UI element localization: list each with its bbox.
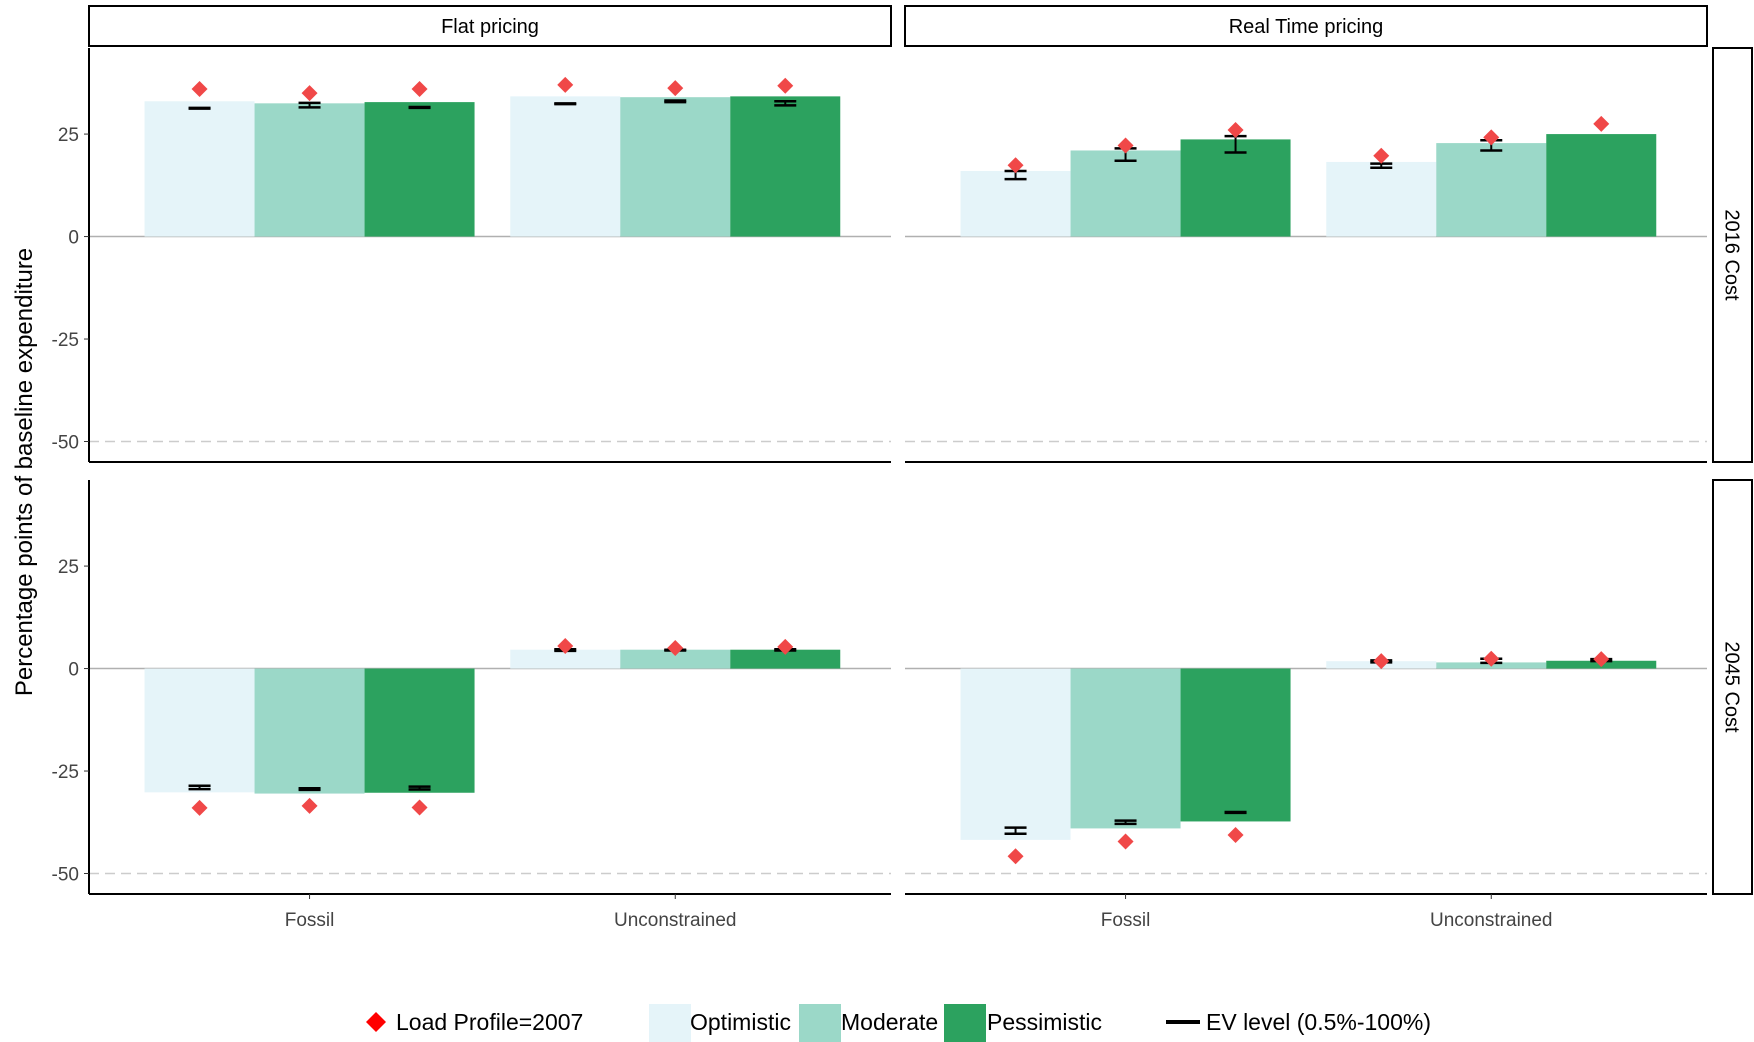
legend-key-load-profile — [366, 1012, 386, 1032]
strip-real-time-pricing — [904, 5, 1708, 47]
facet-strips: Flat pricing Real Time pricing 2016 Cost 20… — [88, 5, 1753, 895]
bar-moderate-fossil — [1070, 668, 1181, 829]
error-bar-optimistic-fossil — [1004, 826, 1027, 835]
facet-panels — [89, 76, 1707, 895]
load-profile-marker-moderate-unconstrained — [667, 80, 684, 97]
load-profile-marker-moderate-unconstrained — [1483, 650, 1500, 667]
bar-moderate-fossil — [254, 668, 365, 794]
load-profile-marker-moderate-fossil — [301, 797, 318, 814]
bar-moderate-fossil — [1070, 150, 1181, 237]
error-bar-optimistic-fossil — [188, 106, 211, 110]
bar-pessimistic-unconstrained — [1546, 134, 1657, 237]
load-profile-marker-moderate-unconstrained — [1483, 129, 1500, 146]
x-tick-label-unconstrained: Unconstrained — [614, 910, 737, 931]
error-bar-pessimistic-fossil — [1224, 810, 1247, 815]
bar-moderate-unconstrained — [620, 97, 731, 237]
y-tick-label: -50 — [52, 433, 79, 454]
load-profile-marker-optimistic-unconstrained — [557, 638, 574, 655]
strip-label-flat-pricing: Flat pricing — [441, 16, 539, 38]
y-tick-label: 0 — [68, 660, 79, 681]
x-axis: Fossil Unconstrained Fossil Unconstrained — [285, 894, 1553, 931]
y-axes: 25 0 -25 -50 25 0 -25 -50 — [52, 48, 90, 894]
strip-2045-cost — [1712, 479, 1753, 895]
load-profile-marker-pessimistic-unconstrained — [1593, 115, 1610, 132]
strip-label-2045-cost: 2045 Cost — [1721, 641, 1743, 733]
y-tick-label: 25 — [58, 125, 79, 146]
error-bar-pessimistic-fossil — [408, 105, 431, 110]
bar-pessimistic-fossil — [364, 668, 475, 793]
load-profile-marker-pessimistic-fossil — [1227, 826, 1244, 843]
load-profile-marker-moderate-fossil — [1117, 137, 1134, 154]
legend-key-moderate — [799, 1004, 841, 1042]
bar-pessimistic-fossil — [1180, 668, 1291, 822]
load-profile-marker-optimistic-unconstrained — [557, 76, 574, 93]
load-profile-marker-optimistic-unconstrained — [1373, 653, 1390, 670]
bar-pessimistic-unconstrained — [730, 96, 841, 237]
error-bar-optimistic-unconstrained — [554, 102, 577, 106]
error-bar-moderate-fossil — [298, 101, 321, 109]
load-profile-marker-optimistic-unconstrained — [1373, 147, 1390, 164]
load-profile-marker-optimistic-fossil — [1007, 157, 1024, 174]
y-tick-label: -50 — [52, 865, 79, 886]
bar-optimistic-fossil — [144, 668, 255, 793]
strip-label-2016-cost: 2016 Cost — [1721, 209, 1743, 301]
bar-pessimistic-fossil — [1180, 139, 1291, 237]
legend-label-load-profile: Load Profile=2007 — [396, 1009, 583, 1035]
load-profile-marker-optimistic-fossil — [191, 80, 208, 97]
bar-optimistic-fossil — [960, 668, 1071, 840]
strip-2016-cost — [1712, 47, 1753, 463]
load-profile-marker-optimistic-fossil — [191, 799, 208, 816]
load-profile-marker-pessimistic-unconstrained — [777, 638, 794, 655]
error-bar-pessimistic-unconstrained — [774, 100, 797, 107]
load-profile-marker-pessimistic-fossil — [1227, 121, 1244, 138]
legend-label-optimistic: Optimistic — [690, 1009, 791, 1035]
x-tick-label-fossil: Fossil — [285, 910, 335, 931]
x-tick-label-fossil: Fossil — [1101, 910, 1151, 931]
panel-flat-pricing-2045-cost — [89, 638, 891, 895]
bar-optimistic-fossil — [960, 170, 1071, 237]
y-tick-label: -25 — [52, 762, 79, 783]
error-bar-moderate-fossil — [298, 786, 321, 792]
bar-optimistic-fossil — [144, 101, 255, 237]
bar-moderate-unconstrained — [620, 649, 731, 669]
load-profile-marker-pessimistic-fossil — [411, 80, 428, 97]
bar-pessimistic-fossil — [364, 102, 475, 237]
strip-flat-pricing — [88, 5, 892, 47]
bar-optimistic-unconstrained — [510, 96, 621, 237]
error-bar-pessimistic-fossil — [408, 785, 431, 791]
legend-label-ev-level: EV level (0.5%-100%) — [1206, 1009, 1431, 1035]
bar-moderate-fossil — [254, 103, 365, 237]
legend: Load Profile=2007 Optimistic Moderate Pessi… — [366, 1004, 1431, 1042]
strip-label-real-time-pricing: Real Time pricing — [1229, 16, 1384, 38]
error-bar-moderate-fossil — [1114, 819, 1137, 826]
error-bar-moderate-unconstrained — [664, 99, 687, 104]
load-profile-marker-optimistic-fossil — [1007, 848, 1024, 865]
legend-label-moderate: Moderate — [841, 1009, 938, 1035]
load-profile-marker-moderate-fossil — [301, 85, 318, 102]
legend-key-pessimistic — [944, 1004, 986, 1042]
y-tick-label: -25 — [52, 330, 79, 351]
y-tick-label: 0 — [68, 228, 79, 249]
panel-flat-pricing-2016-cost — [89, 76, 891, 463]
legend-key-optimistic — [649, 1004, 691, 1042]
legend-label-pessimistic: Pessimistic — [987, 1009, 1102, 1035]
load-profile-marker-pessimistic-fossil — [411, 799, 428, 816]
bar-optimistic-unconstrained — [1326, 161, 1437, 237]
load-profile-marker-moderate-fossil — [1117, 833, 1134, 850]
x-tick-label-unconstrained: Unconstrained — [1430, 910, 1553, 931]
panel-real-time-pricing-2016-cost — [905, 115, 1707, 463]
load-profile-marker-moderate-unconstrained — [667, 640, 684, 657]
panel-real-time-pricing-2045-cost — [905, 650, 1707, 895]
y-axis-label: Percentage points of baseline expenditur… — [11, 248, 38, 696]
y-tick-label: 25 — [58, 557, 79, 578]
bar-moderate-unconstrained — [1436, 143, 1547, 237]
load-profile-marker-pessimistic-unconstrained — [1593, 651, 1610, 668]
load-profile-marker-pessimistic-unconstrained — [777, 77, 794, 94]
error-bar-optimistic-fossil — [188, 784, 211, 791]
bar-optimistic-unconstrained — [510, 649, 621, 669]
bar-pessimistic-unconstrained — [730, 649, 841, 669]
